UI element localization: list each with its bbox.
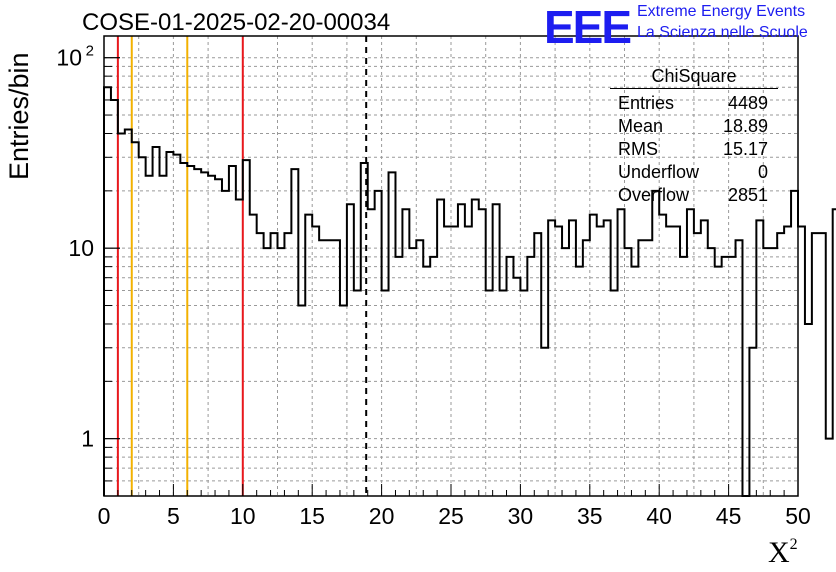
grid-lines xyxy=(104,36,798,496)
stats-row: RMS 15.17 xyxy=(610,138,778,161)
stats-label: Mean xyxy=(618,116,664,136)
stats-value: 18.89 xyxy=(722,116,768,136)
y-tick-label: 1 xyxy=(81,426,94,452)
x-tick-label: 5 xyxy=(167,503,180,529)
stats-value: 4489 xyxy=(727,93,768,113)
logo-line-2: La Scienza nelle Scuole xyxy=(637,24,808,41)
stats-title: ChiSquare xyxy=(610,66,778,89)
stats-row: Entries 4489 xyxy=(610,92,778,115)
x-tick-label: 30 xyxy=(508,503,534,529)
x-tick-label: 10 xyxy=(230,503,256,529)
x-tick-label: 45 xyxy=(716,503,742,529)
x-tick-label: 15 xyxy=(299,503,325,529)
histogram-line xyxy=(103,86,836,497)
chart-title: COSE-01-2025-02-20-00034 xyxy=(82,9,391,36)
stats-value: 0 xyxy=(757,162,768,182)
y-axis-label: Entries/bin xyxy=(4,52,34,180)
x-tick-label: 40 xyxy=(646,503,672,529)
x-tick-label: 50 xyxy=(785,503,811,529)
x-tick-label: 20 xyxy=(369,503,395,529)
stats-row: Underflow 0 xyxy=(610,161,778,184)
stats-box: ChiSquare Entries 4489 Mean 18.89 RMS 15.17… xyxy=(610,66,778,207)
x-axis-label-sup: 2 xyxy=(789,536,798,553)
stats-value: 15.17 xyxy=(722,139,768,159)
x-axis-label: X2 xyxy=(768,536,798,570)
stats-label: RMS xyxy=(618,139,658,159)
x-tick-label: 25 xyxy=(438,503,464,529)
y-tick-label: 10 xyxy=(56,45,82,71)
stats-label: Entries xyxy=(618,93,675,113)
stats-row: Mean 18.89 xyxy=(610,115,778,138)
logo-line-1: Extreme Energy Events xyxy=(637,3,806,20)
reference-lines xyxy=(116,36,368,496)
x-tick-label: 35 xyxy=(577,503,603,529)
stats-label: Overflow xyxy=(618,185,690,205)
y-tick-label-sup: 2 xyxy=(86,43,94,60)
x-axis-label-text: X xyxy=(768,536,790,569)
stats-value: 2851 xyxy=(727,185,768,205)
eee-logo: EEE xyxy=(544,1,632,53)
stats-row: Overflow 2851 xyxy=(610,184,778,207)
y-tick-label: 10 xyxy=(68,235,94,261)
stats-label: Underflow xyxy=(618,162,700,182)
x-tick-label: 0 xyxy=(98,503,111,529)
